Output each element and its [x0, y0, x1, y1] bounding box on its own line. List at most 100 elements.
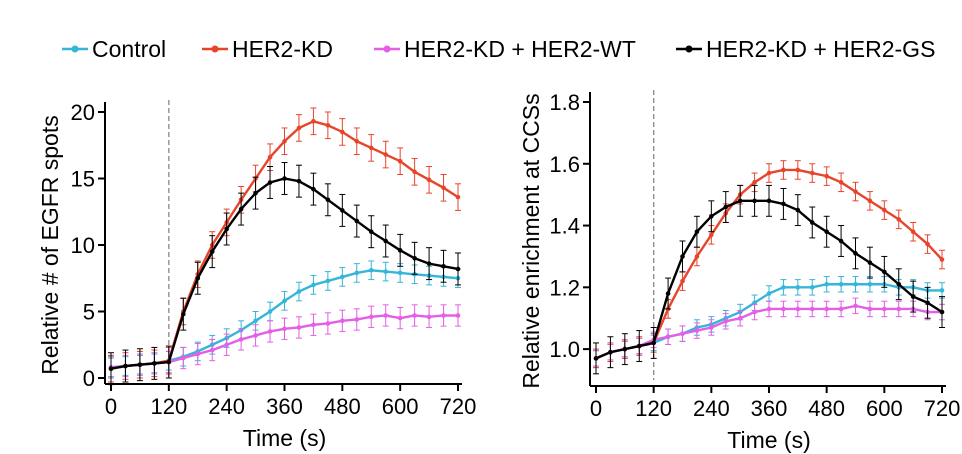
data-point [680, 254, 685, 259]
data-point [925, 241, 930, 247]
data-point [665, 291, 671, 296]
data-point [426, 261, 432, 266]
data-point [636, 343, 642, 349]
data-point [910, 229, 916, 235]
data-point [795, 306, 801, 312]
series-her2-kd-her2-wt [593, 297, 945, 367]
data-point [809, 306, 815, 312]
data-point [896, 281, 902, 287]
x-tick-label: 720 [440, 394, 477, 419]
data-point [282, 138, 287, 144]
x-tick-label: 720 [924, 396, 961, 421]
data-point [325, 197, 331, 203]
data-point [340, 318, 345, 324]
data-point [224, 226, 229, 232]
data-point [766, 291, 772, 296]
x-tick-label: 480 [808, 396, 845, 421]
data-point [593, 356, 599, 361]
data-point [766, 306, 772, 312]
data-point [838, 281, 844, 287]
data-point [882, 306, 887, 312]
data-point [838, 306, 844, 312]
data-point [752, 309, 757, 315]
data-point [882, 269, 887, 275]
data-point [195, 275, 201, 281]
data-point [340, 274, 345, 280]
data-point [108, 366, 114, 371]
x-tick-label: 240 [693, 396, 730, 421]
data-point [809, 170, 815, 176]
data-point [824, 306, 829, 312]
data-point [282, 326, 287, 332]
data-point [267, 180, 273, 185]
data-point [694, 254, 700, 259]
data-point [766, 170, 772, 176]
data-point [853, 303, 858, 309]
data-point [267, 329, 273, 334]
data-point [665, 334, 671, 340]
data-point [238, 206, 244, 212]
y-tick-label: 1.0 [549, 337, 580, 362]
data-point [781, 167, 786, 173]
data-point [737, 315, 743, 321]
data-point [853, 251, 858, 256]
data-point [397, 270, 403, 276]
data-point [354, 270, 360, 276]
data-point [253, 333, 258, 338]
y-tick-label: 1.6 [549, 152, 580, 177]
legend-item-her2-kd-gs: HER2-KD + HER2-GS [674, 34, 935, 64]
data-point [166, 359, 172, 365]
data-point [781, 285, 786, 290]
data-point [455, 313, 461, 318]
data-point [925, 300, 930, 306]
data-point [853, 281, 858, 287]
data-point [809, 285, 815, 290]
data-point [296, 125, 302, 131]
series-her2-kd [108, 107, 461, 383]
data-point [368, 145, 374, 151]
data-point [939, 288, 945, 293]
data-point [795, 207, 801, 213]
data-point [325, 321, 331, 326]
series-her2-kd-her2-gs [108, 162, 461, 386]
data-point [910, 294, 916, 299]
data-point [795, 285, 801, 290]
y-tick-label: 0 [83, 366, 95, 391]
legend-swatch-her2-kd-gs [676, 45, 702, 53]
data-point [195, 351, 201, 357]
legend-label-her2-kd-gs: HER2-KD + HER2-GS [706, 35, 936, 62]
data-point [209, 249, 215, 254]
series-line [595, 199, 943, 360]
data-point [383, 152, 389, 157]
series-her2-kd-her2-gs [593, 184, 945, 375]
chart-ccs-enrichment: 1.0 1.2 1.4 1.6 1.8 0 120 240 360 480 600 720 Time (… [518, 90, 960, 453]
legend-item-her2-kd: HER2-KD [200, 34, 333, 64]
data-point [441, 263, 446, 269]
x-tick-label: 0 [105, 394, 117, 419]
legend-label-her2-kd: HER2-KD [232, 35, 333, 62]
legend: Control HER2-KD HER2-KD + HER2-WT HER2-K… [60, 34, 960, 64]
data-point [282, 298, 287, 304]
data-point [766, 198, 772, 204]
data-point [368, 229, 374, 234]
data-point [296, 178, 302, 184]
legend-dot-icon [71, 45, 79, 53]
x-tick-label: 120 [635, 396, 672, 421]
data-point [426, 177, 432, 183]
data-point [752, 180, 757, 185]
x-tick-label: 360 [751, 396, 788, 421]
data-point [680, 278, 685, 284]
data-point [441, 313, 446, 318]
x-tick-label: 600 [866, 396, 903, 421]
data-point [455, 194, 461, 200]
y-axis-label: Relative # of EGFR spots [37, 115, 63, 375]
data-point [224, 342, 229, 348]
data-point [311, 322, 316, 328]
data-point [694, 328, 700, 333]
chart-egfr-spots: 0 5 10 15 20 0 120 240 360 480 600 720 Time (s) Relat… [37, 100, 476, 451]
data-point [253, 190, 258, 196]
data-point [267, 309, 273, 314]
y-tick-label: 15 [71, 167, 95, 192]
